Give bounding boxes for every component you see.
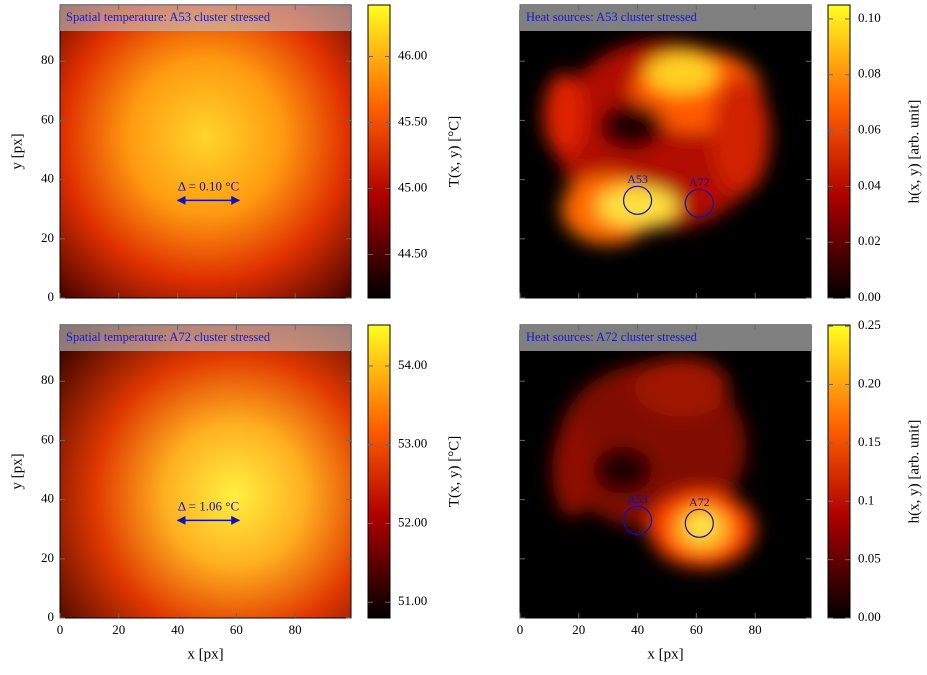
y-tick-label: 20 xyxy=(41,550,54,565)
colorbar-tick-label: 0.00 xyxy=(858,609,881,624)
delta-label: Δ = 1.06 °C xyxy=(178,498,239,513)
colorbar xyxy=(367,4,391,299)
title-bar xyxy=(520,5,811,31)
colorbar xyxy=(827,324,851,619)
heat-blob xyxy=(596,185,679,227)
colorbar-label: h(x, y) [arb. unit] xyxy=(906,420,922,524)
cluster-marker xyxy=(684,188,714,218)
heatmap-panel: Spatial temperature: A72 cluster stresse… xyxy=(9,324,462,662)
cluster-label: A53 xyxy=(627,172,648,186)
x-tick-label: 0 xyxy=(517,622,524,637)
x-tick-label: 60 xyxy=(690,622,703,637)
colorbar-tick-label: 46.00 xyxy=(398,47,427,62)
colorbar xyxy=(367,324,391,619)
colorbar-tick-label: 45.50 xyxy=(398,113,427,128)
heatmap-image xyxy=(520,5,811,298)
x-axis-label: x [px] xyxy=(647,646,683,662)
heatmap-image xyxy=(520,325,811,618)
heat-blob xyxy=(646,52,717,94)
colorbar-tick-label: 0.06 xyxy=(858,122,881,137)
cluster-marker xyxy=(622,185,653,215)
y-tick-label: 60 xyxy=(41,431,54,446)
heat-blob xyxy=(593,446,653,494)
heat-blob xyxy=(543,73,585,156)
colorbar-tick-label: 0.15 xyxy=(858,434,881,449)
x-tick-label: 20 xyxy=(572,622,585,637)
x-tick-label: 40 xyxy=(631,622,644,637)
heatmap-image xyxy=(60,5,351,298)
y-tick-label: 20 xyxy=(41,230,54,245)
colorbar-label: T(x, y) [°C] xyxy=(446,116,462,187)
delta-label: Δ = 0.10 °C xyxy=(178,178,239,193)
colorbar-tick-label: 0.02 xyxy=(858,233,881,248)
cluster-label: A72 xyxy=(689,495,710,509)
colorbar-tick-label: 0.20 xyxy=(858,376,881,391)
heatmap-panel: Heat sources: A72 cluster stressed 0 20 40 6… xyxy=(517,317,923,662)
cluster-label: A72 xyxy=(689,175,710,189)
panel-title: Heat sources: A72 cluster stressed xyxy=(526,330,698,344)
y-tick-label: 80 xyxy=(41,372,54,387)
colorbar-tick-label: 0.25 xyxy=(858,317,881,332)
y-axis-label: y [px] xyxy=(9,453,25,489)
colorbar-tick-label: 0.10 xyxy=(858,10,881,25)
colorbar-tick-label: 0.1 xyxy=(858,492,874,507)
colorbar-tick-label: 44.50 xyxy=(398,245,427,260)
title-bar xyxy=(60,5,351,31)
colorbar-tick-label: 45.00 xyxy=(398,179,427,194)
x-tick-label: 0 xyxy=(57,622,64,637)
colorbar-tick-label: 52.00 xyxy=(398,514,427,529)
x-tick-label: 60 xyxy=(230,622,243,637)
colorbar-tick-label: 53.00 xyxy=(398,436,427,451)
heat-blob xyxy=(552,422,594,518)
colorbar-tick-label: 51.00 xyxy=(398,593,427,608)
x-tick-label: 80 xyxy=(749,622,762,637)
heat-blob xyxy=(599,102,665,151)
y-tick-label: 60 xyxy=(41,111,54,126)
colorbar xyxy=(827,4,851,299)
colorbar-tick-label: 0.08 xyxy=(858,66,881,81)
colorbar-tick-label: 0.00 xyxy=(858,289,881,304)
heatmap-bg xyxy=(60,325,351,618)
colorbar-tick-label: 54.00 xyxy=(398,357,427,372)
heatmap-blobs xyxy=(552,357,756,568)
heatmap-image xyxy=(60,325,351,618)
title-bar xyxy=(60,325,351,351)
panel-title: Spatial temperature: A53 cluster stresse… xyxy=(66,10,271,24)
title-bar xyxy=(520,325,811,351)
colorbar-label: T(x, y) [°C] xyxy=(446,436,462,507)
y-tick-label: 80 xyxy=(41,52,54,67)
x-tick-label: 40 xyxy=(171,622,184,637)
cluster-marker xyxy=(684,508,714,538)
heat-blob xyxy=(711,76,770,195)
colorbar-tick-label: 0.05 xyxy=(858,551,881,566)
y-tick-label: 0 xyxy=(48,289,55,304)
cluster-label: A53 xyxy=(627,492,648,506)
x-tick-label: 20 xyxy=(112,622,125,637)
heatmap-panel: Spatial temperature: A53 cluster stresse… xyxy=(9,4,462,304)
colorbar-tick-label: 0.04 xyxy=(858,177,881,192)
y-tick-label: 0 xyxy=(48,609,55,624)
colorbar-label: h(x, y) [arb. unit] xyxy=(906,100,922,204)
y-tick-label: 40 xyxy=(41,491,54,506)
y-tick-label: 40 xyxy=(41,171,54,186)
heatmap-bg xyxy=(60,5,351,298)
panel-title: Heat sources: A53 cluster stressed xyxy=(526,10,698,24)
heat-blob xyxy=(634,357,729,417)
heatmap-panel: Heat sources: A53 cluster stressed 0.00 0.… xyxy=(519,4,922,304)
x-tick-label: 80 xyxy=(289,622,302,637)
cluster-marker xyxy=(622,505,653,535)
y-axis-label: y [px] xyxy=(9,133,25,169)
heatmap-blobs xyxy=(543,40,770,245)
x-axis-label: x [px] xyxy=(187,646,223,662)
panel-title: Spatial temperature: A72 cluster stresse… xyxy=(66,330,271,344)
